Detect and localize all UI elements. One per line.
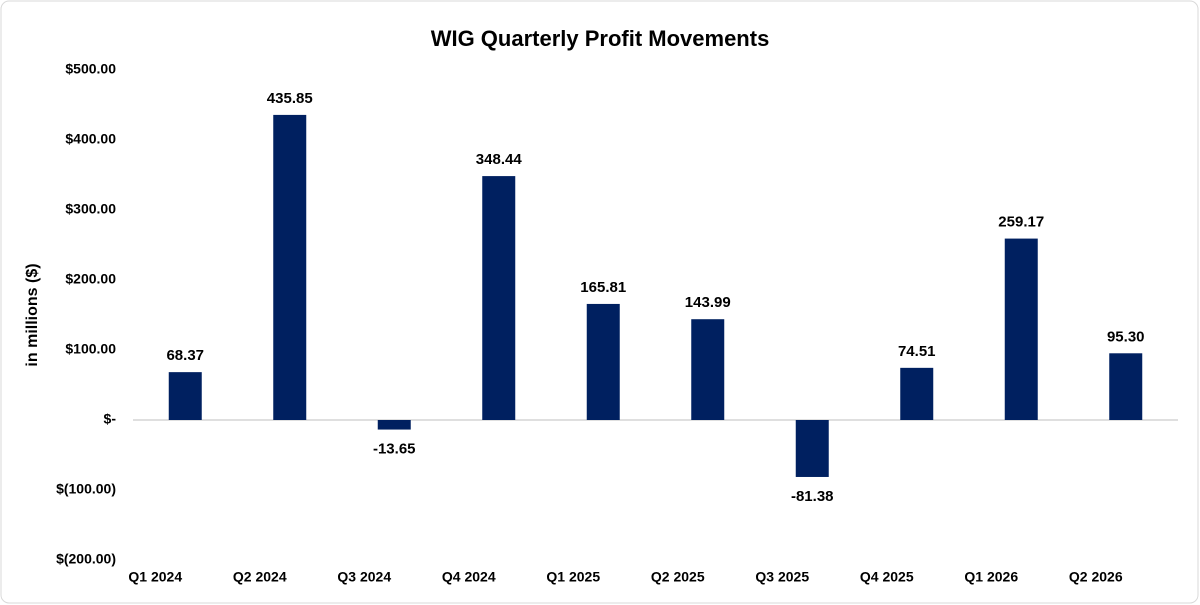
x-tick-label: Q4 2024 [442,569,496,585]
x-tick-label: Q1 2024 [128,569,182,585]
y-axis-title: in millions ($) [24,263,41,366]
data-label: 348.44 [476,151,523,168]
chart-title: WIG Quarterly Profit Movements [431,26,770,51]
y-tick-label: $200.00 [65,271,116,287]
y-tick-label: $(100.00) [56,481,116,497]
x-tick-label: Q1 2025 [546,569,600,585]
bar [273,114,307,420]
x-tick-label: Q3 2025 [755,569,809,585]
y-tick-label: $500.00 [65,61,116,77]
data-label: 259.17 [998,214,1044,231]
x-tick-label: Q2 2025 [651,569,705,585]
data-label: 435.85 [267,90,313,107]
data-label: -13.65 [373,441,416,458]
bar [586,303,620,420]
y-tick-label: $100.00 [65,341,116,357]
data-label: 95.30 [1107,328,1145,345]
bar [900,367,934,420]
bar [691,319,725,420]
x-tick-label: Q4 2025 [860,569,914,585]
x-tick-label: Q1 2026 [964,569,1018,585]
y-tick-label: $300.00 [65,201,116,217]
data-label: 74.51 [898,343,936,360]
x-tick-label: Q2 2024 [233,569,287,585]
bar [168,372,202,420]
bar [1004,238,1038,420]
data-label: 165.81 [580,279,626,296]
bar [795,420,829,477]
bar [377,420,411,430]
y-tick-label: $400.00 [65,131,116,147]
x-tick-label: Q2 2026 [1069,569,1123,585]
y-tick-label: $- [104,411,117,427]
y-tick-label: $(200.00) [56,551,116,567]
data-label: 143.99 [685,294,731,311]
x-tick-label: Q3 2024 [337,569,391,585]
bar [1109,353,1143,420]
bar [482,176,516,420]
data-label: 68.37 [166,347,204,364]
data-label: -81.38 [791,488,834,505]
